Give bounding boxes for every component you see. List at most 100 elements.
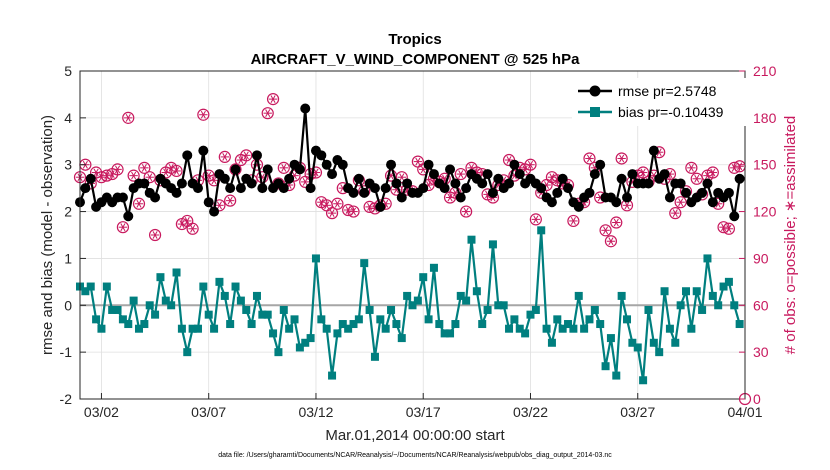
bias-point [703,254,712,263]
obs-possible-point [460,205,473,218]
legend-rmse-label: rmse pr=2.5748 [618,83,717,99]
obs-possible-point [529,213,542,226]
obs-assimilated-point [547,173,557,182]
chart-title: Tropics [388,31,441,48]
obs-assimilated-point [585,154,594,163]
rmse-point [557,173,568,184]
bias-point [242,305,251,314]
rmse-series-layer [75,103,745,222]
bias-point [193,324,202,333]
obs-assimilated-point [166,163,176,172]
rmse-point [251,150,262,161]
x-tick-label: 03/17 [406,404,441,420]
obs-assimilated-point [687,163,696,172]
bias-point [612,371,621,380]
bias-point [671,338,680,347]
rmse-point [375,201,386,212]
rmse-point [589,169,600,180]
bias-point [392,320,401,329]
rmse-point [402,178,413,189]
bias-point [494,301,503,310]
y-right-tick-label: 120 [753,204,777,220]
obs-possible-point [728,161,741,174]
bias-point [188,324,197,333]
obs-possible-point [197,108,210,121]
y-tick-label: 0 [64,297,72,313]
bias-point [698,305,707,314]
obs-assimilated-point [134,199,144,208]
bias-point [269,329,278,338]
obs-possible-point [148,228,162,242]
obs-possible-point [266,93,280,106]
bias-point [322,324,331,333]
bias-point [515,324,524,333]
bias-point [86,282,95,291]
rmse-point [386,159,397,170]
y-right-tick-label: 180 [753,110,777,126]
obs-assimilated-point [735,162,744,171]
bias-point [403,291,412,300]
rmse-point [611,197,622,208]
bias-point [81,287,90,296]
obs-assimilated-point [692,174,701,183]
x-tick-label: 03/12 [298,404,333,420]
bias-point [381,324,390,333]
bias-point [499,301,508,310]
rmse-point [423,159,434,170]
rmse-point [359,187,370,198]
bias-point [226,320,235,329]
rmse-point [573,201,584,212]
obs-assimilated-point [140,163,149,172]
obs-assimilated-point [703,171,712,180]
bias-point [580,324,589,333]
obs-assimilated-point [317,198,326,207]
obs-assimilated-point [215,201,224,210]
bias-point [301,338,310,347]
bias-point [639,376,648,385]
obs-assimilated-point [225,196,235,205]
obs-possible-point [325,207,339,220]
y-tick-label: 3 [64,157,72,173]
bias-point [435,320,444,329]
rmse-point [209,206,220,217]
bias-point [724,277,733,286]
rmse-point [681,187,692,198]
bias-point [258,310,267,319]
bias-point [633,343,642,352]
obs-assimilated-point [413,157,423,166]
bias-point [333,329,342,338]
bias-point [585,315,594,324]
obs-assimilated-point [397,173,406,182]
obs-assimilated-point [724,224,734,233]
legend: rmse pr=2.5748 bias pr=-0.10439 [572,78,748,126]
obs-possible-point [100,169,113,182]
bias-point [274,348,283,357]
bias-point [558,324,567,333]
y-tick-label: 2 [64,204,72,220]
obs-possible-point [599,224,612,237]
obs-possible-point [261,107,274,120]
bias-point [231,282,240,291]
obs-possible-point [127,169,140,182]
rmse-point [707,197,718,208]
rmse-point [477,178,488,189]
bias-point [204,310,213,319]
rmse-point [723,187,734,198]
bias-point [687,324,696,333]
bias-point [220,291,229,300]
y-right-tick-label: 30 [753,344,769,360]
bias-point [526,310,535,319]
bias-point [263,310,272,319]
bias-point [338,320,347,329]
y-tick-label: 1 [64,250,72,266]
obs-assimilated-point [333,199,342,208]
bias-point [140,320,149,329]
bias-point [113,305,122,314]
obs-assimilated-point [145,173,154,182]
bias-point [547,338,556,347]
obs-possible-point [583,152,596,165]
bias-point [446,329,455,338]
obs-count-layer [73,93,752,406]
bias-point [542,324,551,333]
